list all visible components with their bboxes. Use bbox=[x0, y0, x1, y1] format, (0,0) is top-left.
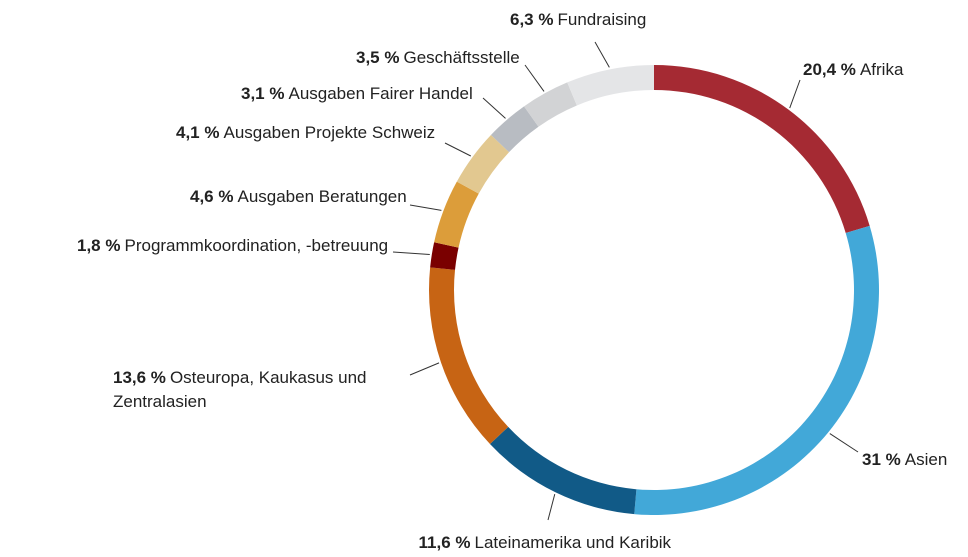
donut-segment bbox=[456, 134, 510, 194]
leader-line bbox=[829, 433, 859, 453]
donut-segment bbox=[490, 106, 539, 153]
value-label: 3,1 % bbox=[241, 84, 285, 103]
segment-label: 3,1 % Ausgaben Fairer Handel bbox=[241, 82, 473, 106]
value-label: 6,3 % bbox=[510, 10, 554, 29]
donut-segment bbox=[524, 82, 577, 127]
value-label: 3,5 % bbox=[356, 48, 400, 67]
leader-line bbox=[594, 41, 610, 68]
category-label: Ausgaben Beratungen bbox=[237, 187, 407, 206]
category-label: Asien bbox=[904, 450, 948, 469]
segment-label: 11,6 % Lateinamerika und Karibik bbox=[419, 531, 672, 555]
donut-segment bbox=[434, 181, 479, 248]
segment-label: 1,8 % Programmkoordination, -betreuung bbox=[77, 234, 388, 258]
segment-label: 20,4 % Afrika bbox=[803, 58, 903, 82]
segment-label: 13,6 % Osteuropa, Kaukasus und Zentralasi… bbox=[113, 366, 403, 414]
segment-label: 4,6 % Ausgaben Beratungen bbox=[190, 185, 407, 209]
value-label: 20,4 % bbox=[803, 60, 856, 79]
segment-label: 4,1 % Ausgaben Projekte Schweiz bbox=[176, 121, 435, 145]
category-label: Geschäftsstelle bbox=[403, 48, 520, 67]
category-label: Lateinamerika und Karibik bbox=[474, 533, 672, 552]
donut-segment bbox=[654, 65, 870, 233]
category-label: Afrika bbox=[859, 60, 904, 79]
category-label: Ausgaben Projekte Schweiz bbox=[223, 123, 436, 142]
value-label: 11,6 % bbox=[418, 533, 471, 552]
donut-segment bbox=[430, 242, 459, 270]
donut-segment bbox=[428, 267, 509, 445]
value-label: 1,8 % bbox=[77, 236, 121, 255]
segment-label: 31 % Asien bbox=[862, 448, 947, 472]
segment-label: 3,5 % Geschäftsstelle bbox=[356, 46, 520, 70]
donut-segment bbox=[489, 426, 637, 515]
value-label: 4,1 % bbox=[176, 123, 220, 142]
segment-label: 6,3 % Fundraising bbox=[510, 8, 646, 32]
leader-line bbox=[409, 204, 442, 211]
leader-line bbox=[392, 251, 430, 255]
value-label: 13,6 % bbox=[113, 368, 166, 387]
category-label: Osteuropa, Kaukasus und Zentralasien bbox=[113, 368, 367, 411]
category-label: Fundraising bbox=[557, 10, 647, 29]
value-label: 31 % bbox=[862, 450, 901, 469]
donut-segment bbox=[634, 225, 880, 515]
value-label: 4,6 % bbox=[190, 187, 234, 206]
leader-line bbox=[547, 494, 556, 521]
category-label: Programmkoordination, -betreuung bbox=[124, 236, 389, 255]
donut-segment bbox=[567, 65, 654, 106]
leader-line bbox=[482, 97, 506, 119]
leader-line bbox=[524, 64, 545, 92]
leader-line bbox=[444, 142, 471, 157]
leader-line bbox=[409, 362, 440, 376]
category-label: Ausgaben Fairer Handel bbox=[288, 84, 473, 103]
leader-line bbox=[789, 79, 801, 109]
